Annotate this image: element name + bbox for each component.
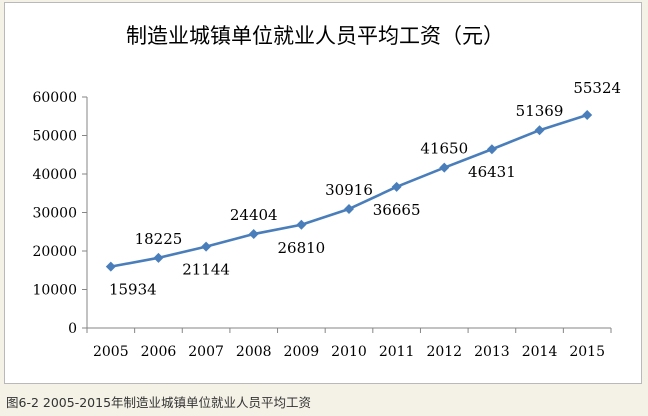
series-layer — [105, 110, 593, 272]
data-label: 24404 — [230, 206, 278, 224]
data-label: 41650 — [420, 140, 468, 158]
y-tick-label: 0 — [68, 321, 77, 337]
chart-svg: 制造业城镇单位就业人员平均工资（元） 0 10000 20000 30000 40000… — [32, 24, 621, 360]
data-label: 55324 — [573, 79, 621, 97]
x-tick-label: 2011 — [379, 344, 415, 360]
data-label: 21144 — [182, 261, 230, 279]
y-tick-label: 30000 — [32, 206, 77, 222]
data-point-marker — [153, 252, 164, 263]
chart-title: 制造业城镇单位就业人员平均工资（元） — [126, 24, 504, 48]
data-point-marker — [391, 181, 402, 192]
x-tick-label: 2007 — [188, 344, 224, 360]
data-label: 36665 — [373, 201, 421, 219]
axes-layer: 0 10000 20000 30000 40000 50000 60000 2005 2006 2… — [32, 90, 612, 360]
x-tick-label: 2005 — [93, 344, 129, 360]
data-label: 51369 — [516, 102, 564, 120]
data-label: 30916 — [325, 181, 373, 199]
x-tick-label: 2012 — [426, 344, 462, 360]
y-tick-label: 50000 — [32, 129, 77, 145]
x-tick-label: 2008 — [236, 344, 272, 360]
data-point-marker — [486, 144, 497, 155]
data-point-marker — [201, 241, 212, 252]
data-label: 26810 — [278, 239, 326, 257]
x-tick-label: 2006 — [141, 344, 177, 360]
x-tick-label: 2014 — [522, 344, 558, 360]
x-tick-label: 2015 — [569, 344, 605, 360]
data-point-marker — [248, 229, 259, 240]
data-point-marker — [296, 219, 307, 230]
y-tick-label: 60000 — [32, 90, 77, 106]
y-tick-label: 40000 — [32, 167, 77, 183]
data-point-marker — [534, 125, 545, 136]
data-label: 18225 — [135, 230, 183, 248]
x-tick-label: 2013 — [474, 344, 510, 360]
data-point-marker — [105, 261, 116, 272]
y-tick-label: 20000 — [32, 244, 77, 260]
x-tick-label: 2009 — [284, 344, 320, 360]
data-label: 15934 — [109, 281, 157, 299]
data-point-marker — [344, 203, 354, 214]
chart-frame: 制造业城镇单位就业人员平均工资（元） 0 10000 20000 30000 40000… — [4, 2, 642, 384]
data-point-marker — [582, 110, 593, 121]
data-point-marker — [439, 162, 450, 173]
figure-caption: 图6-2 2005-2015年制造业城镇单位就业人员平均工资 — [6, 395, 312, 410]
x-tick-label: 2010 — [331, 344, 367, 360]
y-tick-label: 10000 — [32, 283, 77, 299]
data-label: 46431 — [468, 163, 516, 181]
